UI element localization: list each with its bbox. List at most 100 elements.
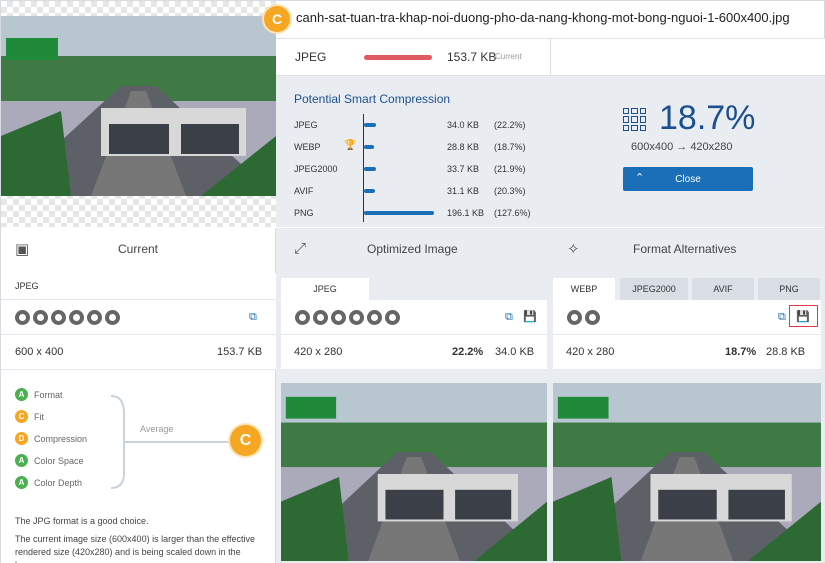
opera-icon xyxy=(367,310,382,325)
format-bar xyxy=(364,189,375,193)
ie-icon xyxy=(349,310,364,325)
grade-dot: A xyxy=(15,476,28,489)
grade-dot: C xyxy=(15,410,28,423)
firefox-icon xyxy=(51,310,66,325)
safari-icon xyxy=(105,310,120,325)
grade-dot: D xyxy=(15,432,28,445)
trophy-icon: 🏆 xyxy=(344,140,357,151)
open-external-icon[interactable]: ⧉ xyxy=(249,311,257,323)
alt-pct: 18.7% xyxy=(725,346,757,358)
ie-icon xyxy=(69,310,84,325)
format-percent: (22.2%) xyxy=(494,120,526,130)
overall-grade-badge: C xyxy=(230,425,261,456)
current-tag: Current xyxy=(495,52,522,61)
grid-icon xyxy=(623,108,646,131)
smart-compression-panel: Potential Smart Compression JPEG 34.0 KB (… xyxy=(276,76,825,227)
format-row-avif: AVIF 31.1 KB (20.3%) xyxy=(294,184,564,198)
current-size-value: 153.7 KB xyxy=(217,346,263,358)
close-button[interactable]: ⌃ Close xyxy=(623,167,753,191)
chrome-icon xyxy=(567,310,582,325)
current-image-preview xyxy=(1,1,276,227)
tab-jpeg[interactable]: JPEG xyxy=(281,278,369,300)
current-browser-strip: ⧉ xyxy=(1,300,276,335)
current-heading: Current xyxy=(118,242,159,256)
tab-avif[interactable]: AVIF xyxy=(692,278,754,300)
save-highlight xyxy=(789,305,818,327)
format-bar xyxy=(364,145,374,149)
opera-icon xyxy=(87,310,102,325)
format-row-jpeg2000: JPEG2000 33.7 KB (21.9%) xyxy=(294,162,564,176)
size-description: The current image size (600x400) is larg… xyxy=(15,534,255,563)
best-percentage: 18.7% xyxy=(659,99,756,137)
browser-support-icons xyxy=(295,310,400,325)
current-format: JPEG xyxy=(15,281,39,291)
check-label: Format xyxy=(34,389,63,400)
save-icon[interactable]: 💾 xyxy=(796,311,810,323)
image-icon: ▣ xyxy=(15,241,30,258)
format-size: 196.1 KB xyxy=(447,208,485,218)
check-row-compression: D Compression xyxy=(15,432,87,445)
check-row-fit: C Fit xyxy=(15,410,44,423)
format-percent: (18.7%) xyxy=(494,142,526,152)
check-label: Color Depth xyxy=(34,477,83,488)
format-size: 33.7 KB xyxy=(447,164,480,174)
browser-support-icons xyxy=(15,310,120,325)
smart-title: Potential Smart Compression xyxy=(294,92,451,106)
chrome-icon xyxy=(295,310,310,325)
current-size: 153.7 KB xyxy=(447,50,497,64)
current-format-row: JPEG 153.7 KB Current xyxy=(276,38,551,76)
alternative-image xyxy=(553,383,821,561)
file-name: canh-sat-tuan-tra-khap-noi-duong-pho-da-… xyxy=(296,10,790,25)
check-label: Fit xyxy=(34,411,44,422)
format-row-jpeg: JPEG 34.0 KB (22.2%) xyxy=(294,118,564,132)
check-row-color-space: A Color Space xyxy=(15,454,84,467)
tab-webp[interactable]: WEBP xyxy=(553,278,615,300)
check-row-color-depth: A Color Depth xyxy=(15,476,82,489)
current-format-label: JPEG xyxy=(295,50,327,64)
edge-icon xyxy=(313,310,328,325)
open-external-icon[interactable]: ⧉ xyxy=(505,311,513,323)
format-row-webp: WEBP 28.8 KB (18.7%) 🏆 xyxy=(294,140,564,154)
tab-png[interactable]: PNG xyxy=(758,278,820,300)
optimized-stats: 420 x 280 22.2% 34.0 KB xyxy=(281,335,547,370)
current-column: ▣ Current JPEG ⧉ 600 x 400 153.7 KB xyxy=(1,228,276,563)
format-size: 28.8 KB xyxy=(447,142,480,152)
alt-size: 28.8 KB xyxy=(766,346,806,358)
comparison-area: ▣ Current JPEG ⧉ 600 x 400 153.7 KB xyxy=(1,228,825,563)
format-percent: (21.9%) xyxy=(494,164,526,174)
optimized-image xyxy=(281,383,547,561)
format-bar xyxy=(364,123,376,127)
current-stats: 600 x 400 153.7 KB xyxy=(1,335,276,370)
chart-axis xyxy=(363,114,364,222)
header-spacer xyxy=(551,38,825,76)
current-dims: 600 x 400 xyxy=(15,346,64,358)
resize-icon: ⤢ xyxy=(294,240,307,257)
average-bracket xyxy=(110,395,236,489)
optimized-heading: Optimized Image xyxy=(367,242,458,256)
optimized-dims: 420 x 280 xyxy=(294,346,343,358)
optimized-pct: 22.2% xyxy=(452,346,484,358)
edge-icon xyxy=(33,310,48,325)
magic-wand-icon: ✧ xyxy=(567,241,580,258)
firefox-icon xyxy=(331,310,346,325)
format-percent: (127.6%) xyxy=(494,208,531,218)
chrome-icon xyxy=(15,310,30,325)
current-size-bar xyxy=(364,55,432,60)
format-size: 34.0 KB xyxy=(447,120,480,130)
alternatives-heading: Format Alternatives xyxy=(633,242,737,256)
check-row-format: A Format xyxy=(15,388,63,401)
safari-icon xyxy=(385,310,400,325)
browser-support-icons xyxy=(567,310,600,325)
grade-badge: C xyxy=(264,6,290,32)
tab-jpeg2000[interactable]: JPEG2000 xyxy=(620,278,688,300)
open-external-icon[interactable]: ⧉ xyxy=(778,311,786,323)
resize-dims: 600x400 → 420x280 xyxy=(631,141,733,153)
save-icon[interactable]: 💾 xyxy=(523,311,537,323)
format-bar xyxy=(364,167,376,171)
alternatives-stats: 420 x 280 18.7% 28.8 KB xyxy=(553,335,821,370)
optimized-browser-strip: ⧉ 💾 xyxy=(281,300,547,335)
chevron-up-icon: ⌃ xyxy=(635,172,645,184)
format-name: JPEG2000 xyxy=(294,164,338,174)
average-label: Average xyxy=(140,424,174,434)
